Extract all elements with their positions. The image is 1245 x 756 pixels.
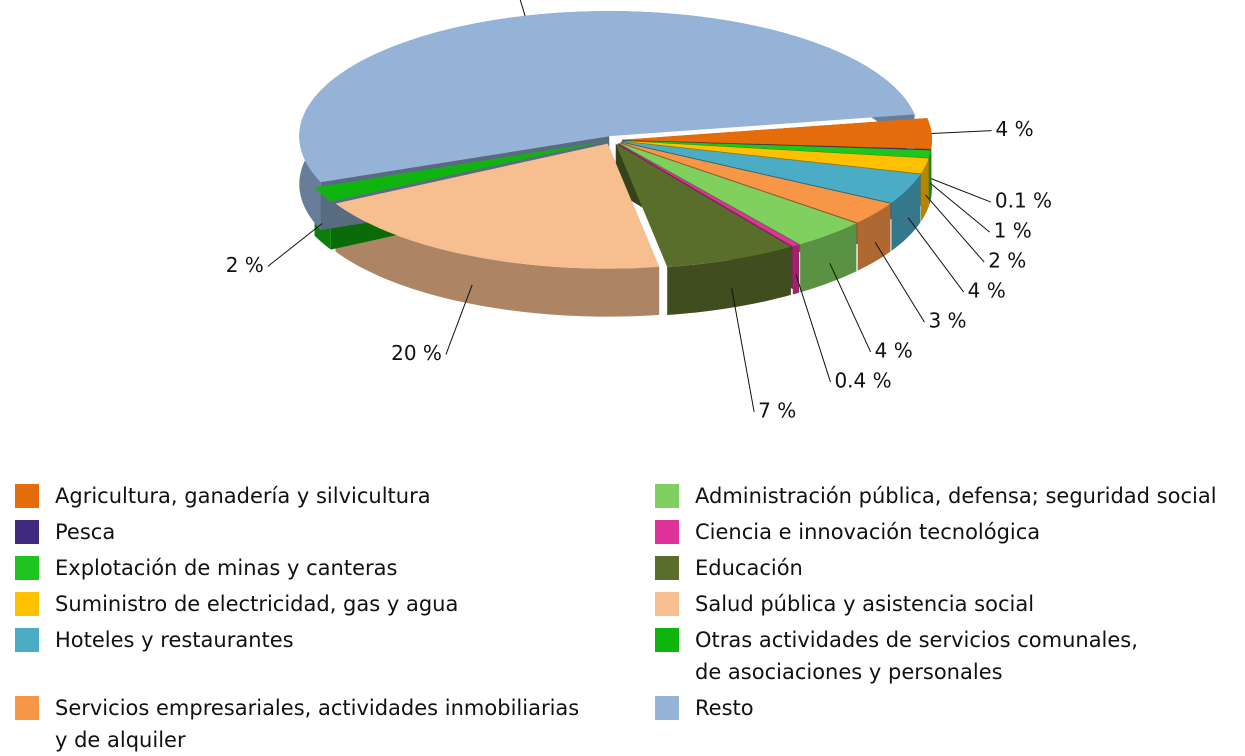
leader-line — [268, 223, 322, 266]
data-label: 1 % — [994, 219, 1032, 243]
data-label: 2 % — [988, 249, 1026, 273]
leader-line — [830, 263, 871, 352]
legend-label: Hoteles y restaurantes — [55, 624, 294, 656]
legend-item: Explotación de minas y canteras — [15, 552, 655, 584]
pie-tops — [299, 11, 932, 269]
legend-swatch — [655, 520, 679, 544]
page: 4 %0.1 %1 %2 %4 %3 %4 %0.4 %7 %20 %2 %54… — [0, 0, 1245, 718]
slice-side — [793, 245, 799, 295]
data-label: 4 % — [968, 279, 1006, 303]
legend-item: Suministro de electricidad, gas y agua — [15, 588, 655, 620]
legend-label: Servicios empresariales, actividades inm… — [55, 692, 579, 756]
data-label: 4 % — [875, 339, 913, 363]
legend-swatch — [655, 592, 679, 616]
chart: 4 %0.1 %1 %2 %4 %3 %4 %0.4 %7 %20 %2 %54… — [0, 0, 1245, 480]
legend-item: Ciencia e innovación tecnológica — [655, 516, 1245, 548]
leader-line — [931, 179, 991, 202]
legend-label: Agricultura, ganadería y silvicultura — [55, 480, 431, 512]
legend-swatch — [15, 592, 39, 616]
legend-swatch — [15, 696, 39, 720]
legend-item: Pesca — [15, 516, 655, 548]
leader-line — [732, 288, 754, 412]
data-label: 4 % — [996, 117, 1034, 141]
legend-item: Servicios empresariales, actividades inm… — [15, 692, 655, 756]
slice-side — [929, 150, 931, 206]
data-label: 3 % — [928, 309, 966, 333]
legend-item: Agricultura, ganadería y silvicultura — [15, 480, 655, 512]
leader-line — [932, 131, 992, 134]
legend-item: Administración pública, defensa; segurid… — [655, 480, 1245, 512]
leader-line — [875, 242, 924, 322]
leader-line — [509, 0, 525, 16]
legend-swatch — [15, 484, 39, 508]
data-label: 7 % — [758, 399, 796, 423]
leader-line — [796, 274, 830, 382]
legend-label: Otras actividades de servicios comunales… — [695, 624, 1138, 688]
legend-swatch — [655, 696, 679, 720]
data-label: 20 % — [391, 341, 442, 365]
legend-label: Pesca — [55, 516, 115, 548]
data-label: 0.1 % — [995, 189, 1052, 213]
legend-label: Suministro de electricidad, gas y agua — [55, 588, 458, 620]
legend: Agricultura, ganadería y silvicultura Pes… — [15, 480, 1245, 756]
legend-label: Ciencia e innovación tecnológica — [695, 516, 1040, 548]
data-label: 0.4 % — [834, 369, 891, 393]
legend-label: Educación — [695, 552, 803, 584]
legend-swatch — [15, 520, 39, 544]
legend-item: Educación — [655, 552, 1245, 584]
legend-swatch — [655, 484, 679, 508]
legend-swatch — [15, 628, 39, 652]
legend-label: Administración pública, defensa; segurid… — [695, 480, 1217, 512]
legend-label: Resto — [695, 692, 754, 724]
legend-item: Otras actividades de servicios comunales… — [655, 624, 1245, 688]
legend-item: Hoteles y restaurantes — [15, 624, 655, 688]
legend-swatch — [655, 628, 679, 652]
legend-swatch — [655, 556, 679, 580]
legend-swatch — [15, 556, 39, 580]
data-label: 2 % — [226, 253, 264, 277]
legend-item: Salud pública y asistencia social — [655, 588, 1245, 620]
legend-label: Salud pública y asistencia social — [695, 588, 1034, 620]
legend-item: Resto — [655, 692, 1245, 756]
legend-label: Explotación de minas y canteras — [55, 552, 397, 584]
